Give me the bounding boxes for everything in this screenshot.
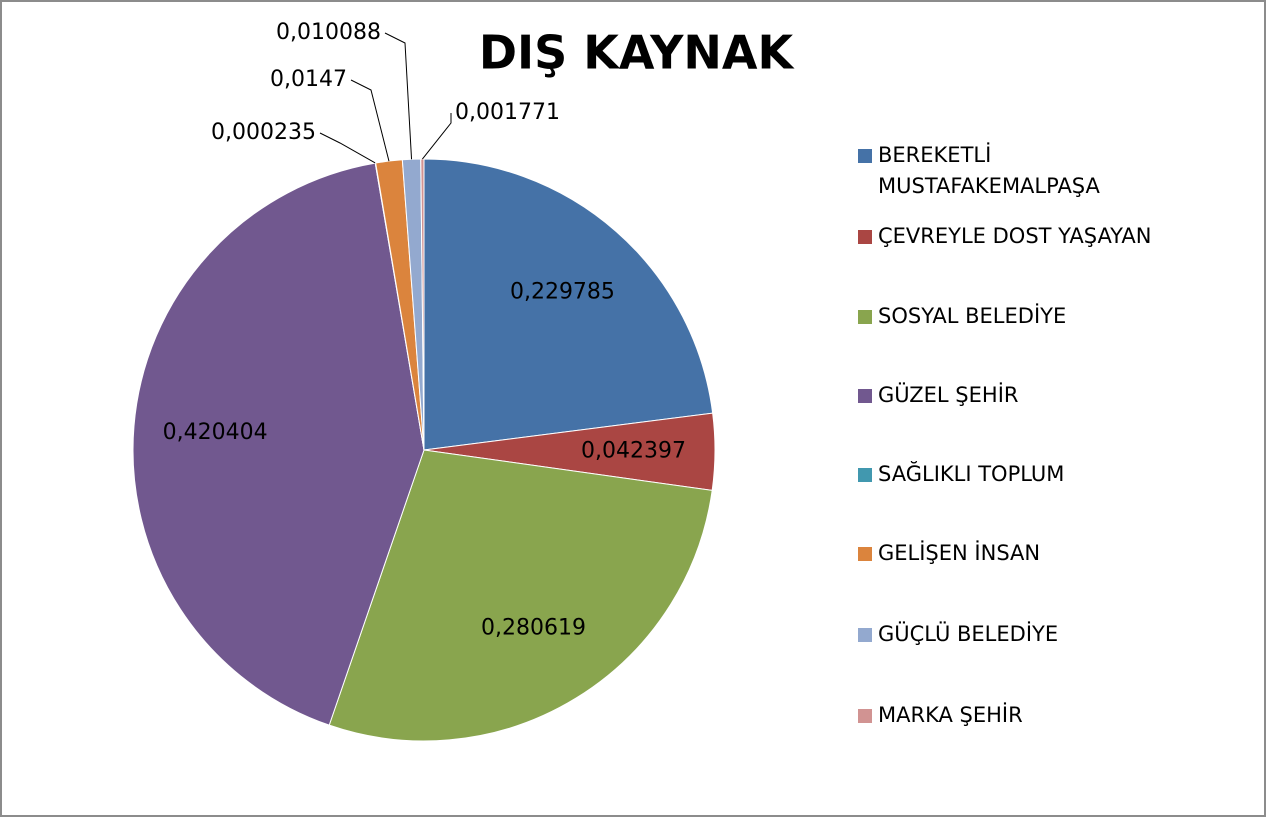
data-label: 0,420404 [163,420,268,445]
legend-label: ÇEVREYLE DOST YAŞAYAN [878,224,1152,248]
data-label: 0,010088 [276,20,381,45]
data-label: 0,0147 [270,67,347,92]
pie-slice [423,158,714,451]
legend-label: BEREKETLİ MUSTAFAKEMALPAŞA [878,143,1100,198]
legend-swatch [858,468,872,482]
leader-line [350,79,390,162]
pie-slice [328,449,713,742]
legend-swatch [858,310,872,324]
legend-swatch [858,149,872,163]
legend-label: GELİŞEN İNSAN [878,541,1041,565]
legend-swatch [858,709,872,723]
legend-label: GÜZEL ŞEHİR [878,383,1019,407]
leader-line [421,113,452,160]
data-label: 0,229785 [510,280,615,305]
data-label: 0,280619 [481,616,586,641]
leader-line [319,132,376,164]
pie-slice [132,162,425,726]
legend-swatch [858,389,872,403]
legend-swatch [858,547,872,561]
legend-label: GÜÇLÜ BELEDİYE [878,622,1059,646]
data-label: 0,000235 [211,120,316,145]
legend-label: MARKA ŞEHİR [878,703,1023,727]
legend-label: SAĞLIKLI TOPLUM [878,462,1065,486]
legend-swatch [858,230,872,244]
data-label: 0,042397 [581,438,686,463]
data-label: 0,001771 [455,100,560,125]
legend-swatch [858,628,872,642]
legend-label: SOSYAL BELEDİYE [878,304,1067,328]
leader-line [384,32,413,160]
chart-title: DIŞ KAYNAK [479,26,796,80]
